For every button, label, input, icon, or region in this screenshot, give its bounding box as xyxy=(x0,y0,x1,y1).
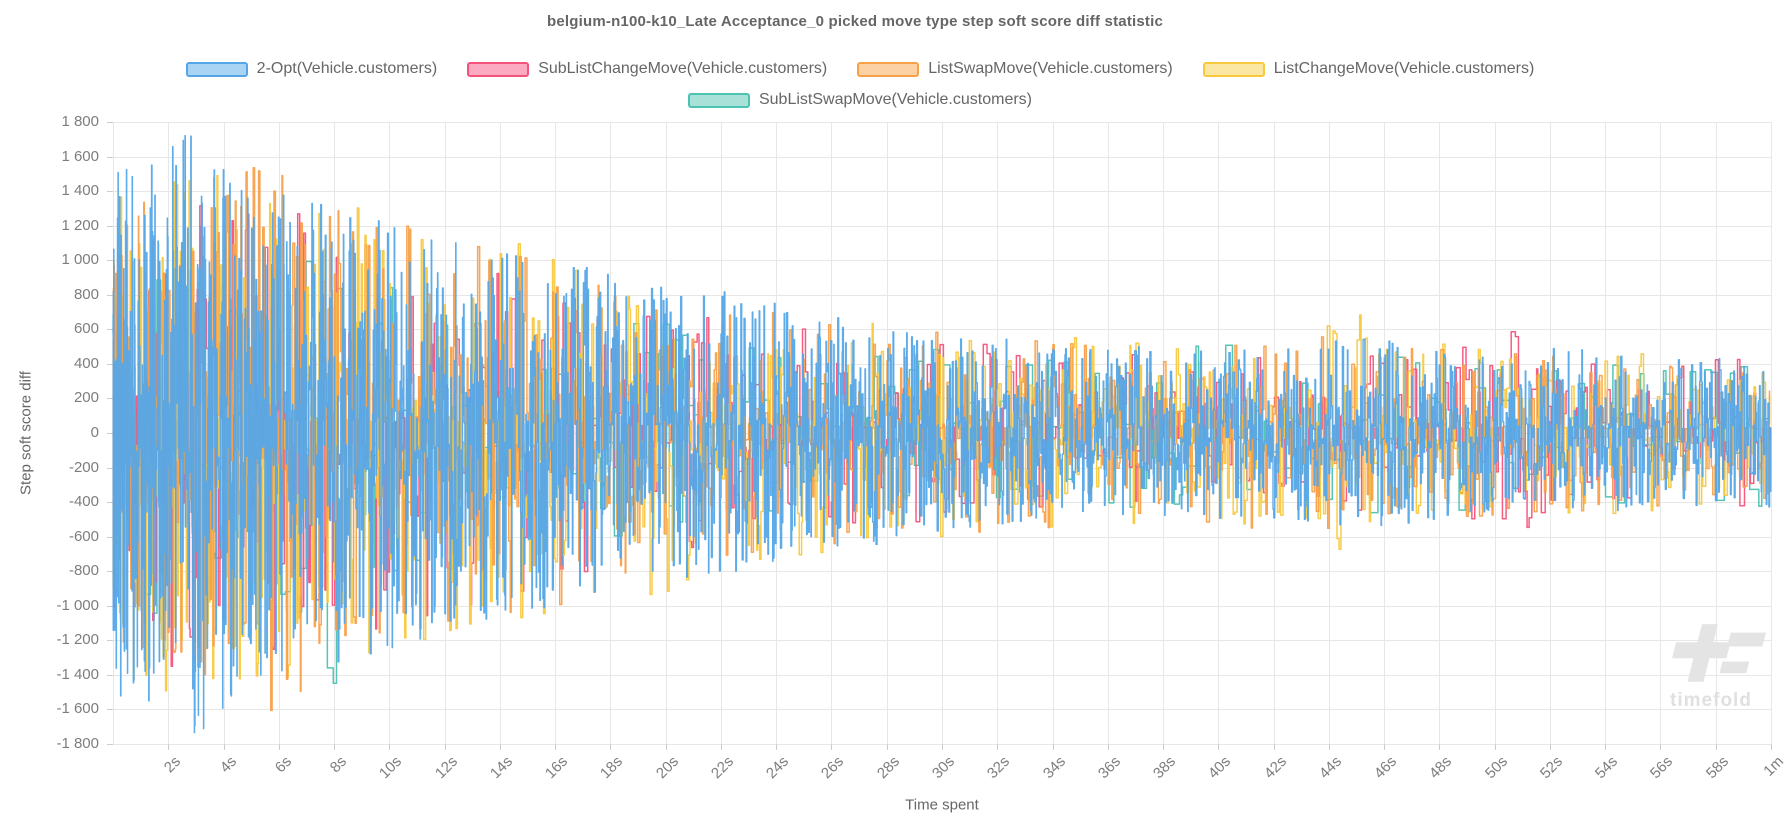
chart-title: belgium-n100-k10_Late Acceptance_0 picke… xyxy=(546,13,1164,30)
legend-item[interactable]: ListChangeMove(Vehicle.customers) xyxy=(1202,60,1535,78)
y-tick-label: -1 800 xyxy=(56,735,99,752)
y-tick-label: -1 200 xyxy=(56,631,99,649)
y-tick-label: -400 xyxy=(68,493,99,511)
legend-swatch-icon xyxy=(1202,61,1265,77)
y-tick-label: 600 xyxy=(73,320,99,338)
legend-swatch-icon xyxy=(687,92,750,108)
y-tick-label: 1 600 xyxy=(61,147,99,165)
y-tick-label: -1 400 xyxy=(56,665,99,683)
legend-label: 2-Opt(Vehicle.customers) xyxy=(256,60,438,77)
y-tick-label: 0 xyxy=(90,424,99,441)
legend-label: SubListSwapMove(Vehicle.customers) xyxy=(758,91,1032,108)
chart-legend: 2-Opt(Vehicle.customers) SubListChangeMov… xyxy=(40,60,1680,109)
legend-item[interactable]: SubListSwapMove(Vehicle.customers) xyxy=(687,91,1032,109)
y-tick-label: -200 xyxy=(68,458,99,476)
y-tick-label: 400 xyxy=(73,354,99,372)
legend-item[interactable]: SubListChangeMove(Vehicle.customers) xyxy=(467,60,827,78)
legend-label: ListSwapMove(Vehicle.customers) xyxy=(928,60,1173,77)
y-tick-label: -1 000 xyxy=(56,596,99,614)
y-tick-label: -800 xyxy=(68,562,99,580)
legend-item[interactable]: ListSwapMove(Vehicle.customers) xyxy=(857,60,1173,78)
legend-label: ListChangeMove(Vehicle.customers) xyxy=(1273,60,1535,77)
y-axis-title: Step soft score diff xyxy=(17,371,35,495)
y-tick-label: 1 200 xyxy=(61,216,99,234)
legend-item[interactable]: 2-Opt(Vehicle.customers) xyxy=(185,60,438,78)
y-tick-label: -1 600 xyxy=(56,700,99,718)
plot-canvas[interactable] xyxy=(107,116,1779,760)
y-tick-label: 1 400 xyxy=(61,182,99,200)
x-axis-title: Time spent xyxy=(905,796,979,814)
legend-label: SubListChangeMove(Vehicle.customers) xyxy=(538,60,828,77)
y-tick-label: 800 xyxy=(73,285,99,303)
legend-swatch-icon xyxy=(467,61,530,77)
legend-swatch-icon xyxy=(185,61,248,77)
legend-swatch-icon xyxy=(857,61,920,77)
y-tick-label: 200 xyxy=(73,389,99,407)
y-tick-label: 1 000 xyxy=(61,251,99,269)
y-tick-label: -600 xyxy=(68,527,99,545)
y-tick-label: 1 800 xyxy=(61,113,99,130)
